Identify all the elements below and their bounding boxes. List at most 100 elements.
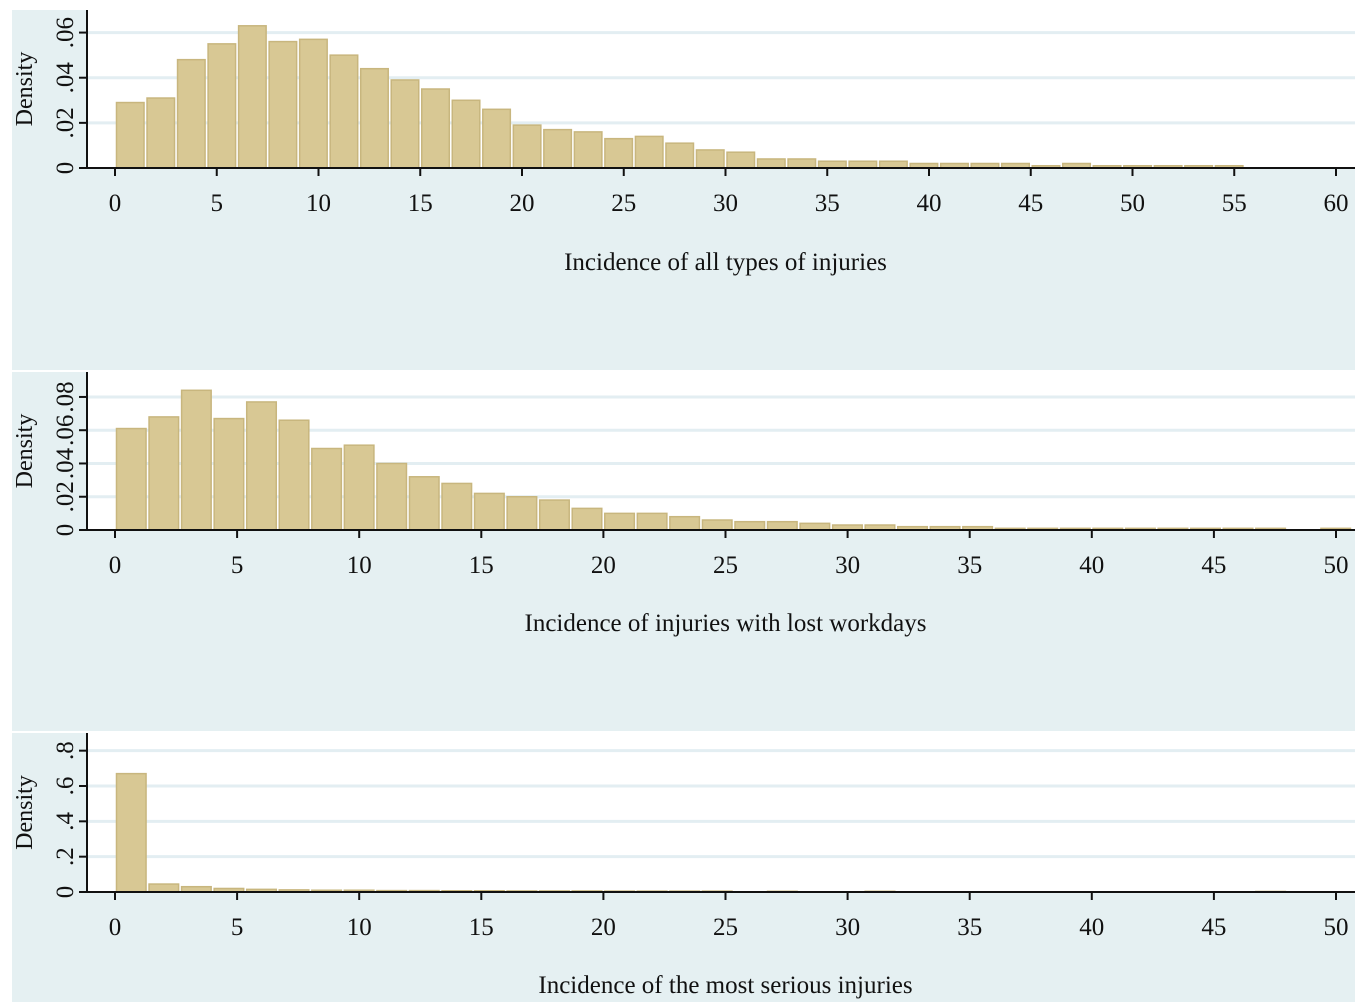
x-tick-label: 45 [1018, 190, 1043, 217]
x-tick-label: 15 [469, 552, 494, 579]
y-tick-label: .06 [52, 17, 79, 48]
x-tick-label: 15 [408, 190, 433, 217]
histogram-bar [451, 99, 481, 169]
x-tick-label: 55 [1222, 190, 1247, 217]
histogram-bar [665, 142, 695, 169]
x-axis-title: Incidence of the most serious injuries [538, 972, 912, 999]
histogram-bar [148, 883, 180, 893]
histogram-bar [543, 128, 573, 169]
histogram-bar [343, 444, 375, 531]
x-tick-label: 50 [1120, 190, 1145, 217]
histogram-bar [245, 401, 278, 531]
histogram-bar [298, 38, 328, 169]
y-tick-label: .8 [52, 741, 79, 760]
y-tick-label: .4 [52, 811, 79, 830]
y-tick-label: .6 [52, 777, 79, 796]
histogram-bar [408, 476, 440, 531]
histogram-bar [115, 101, 145, 169]
x-tick-label: 0 [109, 190, 122, 217]
x-tick-label: 40 [917, 190, 942, 217]
histogram-all-injuries: 0 .02 .04 .06 0 5 10 15 20 25 30 35 40 45 50 55 60 Densit… [12, 10, 1355, 370]
x-tick-label: 5 [231, 552, 244, 579]
y-tick-label: 0 [52, 524, 79, 537]
x-tick-label: 35 [957, 552, 982, 579]
x-tick-label: 20 [591, 552, 616, 579]
histogram-bar [329, 54, 359, 169]
y-axis-title: Density [12, 775, 38, 850]
y-axis-title: Density [12, 414, 38, 489]
y-tick-label: .06 [52, 415, 79, 446]
histogram-bar [237, 25, 267, 169]
x-tick-label: 50 [1324, 914, 1349, 941]
plot-area [87, 733, 1355, 892]
histogram-bar [473, 492, 505, 531]
x-tick-label: 60 [1324, 190, 1349, 217]
x-tick-label: 10 [306, 190, 331, 217]
plot-area [87, 10, 1355, 168]
histogram-bar [311, 447, 343, 531]
x-tick-label: 25 [713, 914, 738, 941]
x-tick-label: 10 [347, 914, 372, 941]
histogram-bar [878, 160, 908, 169]
histogram-bar [359, 67, 389, 169]
histogram-bar [115, 427, 147, 531]
histogram-bar [726, 151, 756, 169]
x-tick-label: 45 [1201, 914, 1226, 941]
x-tick-label: 40 [1079, 552, 1104, 579]
histogram-bar [268, 40, 298, 169]
histogram-bar [701, 519, 733, 531]
histogram-bar [787, 158, 817, 169]
histogram-bar [146, 97, 176, 169]
y-tick-label: .04 [52, 447, 79, 479]
y-tick-label: .02 [52, 481, 79, 512]
x-tick-label: 0 [109, 552, 122, 579]
histogram-bar [482, 108, 512, 169]
x-tick-label: 20 [510, 190, 535, 217]
y-tick-label: .2 [52, 847, 79, 866]
histogram-bar [421, 88, 451, 169]
histogram-bar [766, 520, 798, 531]
histogram-bar [734, 520, 766, 531]
x-tick-label: 40 [1079, 914, 1104, 941]
histogram-bar [695, 149, 725, 169]
x-axis-title: Incidence of all types of injuries [564, 249, 887, 276]
histogram-bar [512, 124, 542, 169]
histogram-serious-injuries: 0 .2 .4 .6 .8 0 5 10 15 20 25 30 35 40 45 50 Density Inci… [12, 733, 1355, 1002]
histogram-bar [634, 135, 664, 169]
x-tick-label: 25 [713, 552, 738, 579]
x-tick-label: 30 [835, 552, 860, 579]
y-tick-label: .08 [52, 381, 79, 412]
y-tick-label: 0 [52, 162, 79, 175]
x-tick-label: 15 [469, 914, 494, 941]
histogram-bar [390, 79, 420, 169]
x-tick-label: 5 [211, 190, 224, 217]
x-tick-label: 25 [611, 190, 636, 217]
x-tick-label: 10 [347, 552, 372, 579]
y-tick-label: 0 [52, 886, 79, 899]
x-tick-label: 20 [591, 914, 616, 941]
x-tick-label: 30 [835, 914, 860, 941]
x-tick-label: 35 [957, 914, 982, 941]
x-tick-label: 0 [109, 914, 122, 941]
x-tick-label: 50 [1324, 552, 1349, 579]
y-tick-label: .02 [52, 107, 79, 138]
histogram-bar [636, 512, 668, 531]
histogram-bar [669, 515, 701, 531]
histogram-bar [571, 507, 603, 531]
histogram-bar [538, 499, 570, 531]
histogram-bar [756, 158, 786, 169]
histogram-bar [278, 419, 310, 531]
histogram-bar [848, 160, 878, 169]
histogram-bar [604, 512, 636, 531]
histogram-bar [207, 43, 237, 169]
histogram-bar [573, 131, 603, 169]
x-tick-label: 45 [1201, 552, 1226, 579]
x-axis-title: Incidence of injuries with lost workdays [525, 610, 927, 637]
histogram-bar [176, 58, 206, 169]
y-axis-title: Density [12, 52, 38, 127]
histogram-lost-workdays: 0 .02.04.06 .08 0 5 10 15 20 25 30 35 40 45 50 Density… [12, 372, 1355, 731]
histogram-bar [817, 160, 847, 169]
x-tick-label: 30 [713, 190, 738, 217]
y-tick-label: .04 [52, 62, 79, 94]
